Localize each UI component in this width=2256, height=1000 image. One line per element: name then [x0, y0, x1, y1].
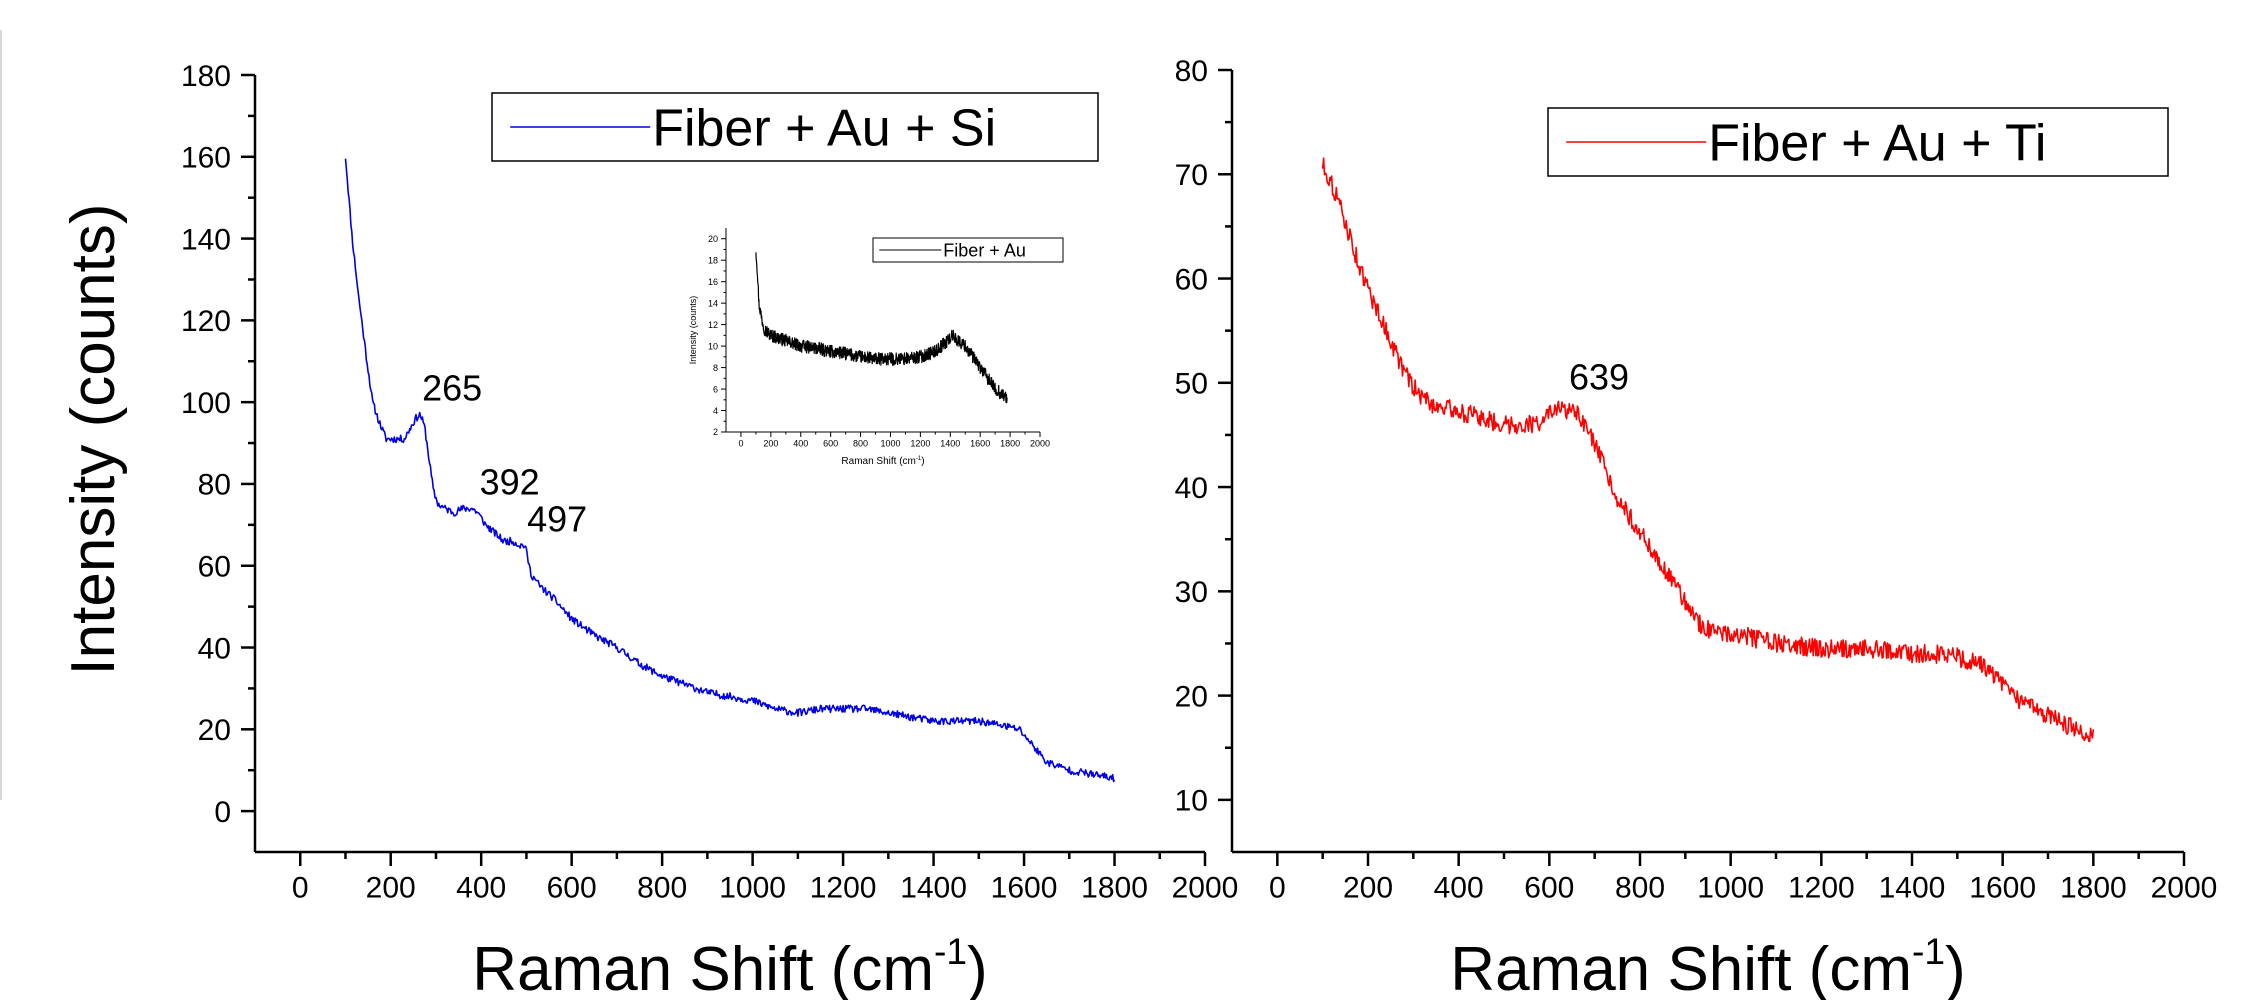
- inset-y-tick-label: 14: [708, 298, 718, 308]
- left-chart-y-tick-label: 100: [181, 387, 231, 420]
- inset-x-tick-label: 200: [763, 438, 778, 448]
- left-chart-y-tick-label: 60: [198, 551, 231, 584]
- left-chart-y-tick-label: 140: [181, 223, 231, 256]
- left-chart-x-tick-label: 1400: [900, 872, 967, 905]
- right-chart-y-tick-label: 70: [1175, 159, 1208, 192]
- inset-y-tick-label: 18: [708, 255, 718, 265]
- inset-x-axis-label: Raman Shift (cm-1): [841, 456, 924, 467]
- right-chart-x-tick-label: 400: [1434, 872, 1484, 905]
- right-chart-x-tick-label: 800: [1615, 872, 1665, 905]
- left-chart-peak-label: 392: [480, 461, 540, 502]
- inset-x-tick-label: 600: [823, 438, 838, 448]
- inset-y-tick-label: 12: [708, 320, 718, 330]
- right-chart-x-tick-label: 600: [1524, 872, 1574, 905]
- inset-x-tick-label: 1000: [880, 438, 900, 448]
- inset-x-tick-label: 1400: [940, 438, 960, 448]
- right-chart-series-line: [1321, 157, 2095, 743]
- left-chart-legend-label: Fiber + Au + Si: [652, 100, 996, 158]
- right-chart-x-tick-label: 2000: [2151, 872, 2218, 905]
- inset-x-tick-label: 400: [793, 438, 808, 448]
- inset-x-tick-label: 2000: [1030, 438, 1050, 448]
- left-chart-y-tick-label: 20: [198, 714, 231, 747]
- right-chart-legend-label: Fiber + Au + Ti: [1708, 115, 2046, 173]
- left-chart-x-tick-label: 2000: [1172, 872, 1239, 905]
- right-chart-y-tick-label: 20: [1175, 680, 1208, 713]
- left-chart-x-tick-label: 600: [547, 872, 597, 905]
- left-chart-x-tick-label: 0: [292, 872, 309, 905]
- left-chart-y-tick-label: 120: [181, 305, 231, 338]
- left-chart-peak-label: 497: [527, 498, 587, 539]
- left-chart-y-tick-label: 80: [198, 469, 231, 502]
- inset-x-tick-label: 1600: [970, 438, 990, 448]
- right-chart-y-tick-label: 40: [1175, 472, 1208, 505]
- left-chart-x-axis-label: Raman Shift (cm-1): [472, 930, 987, 1000]
- inset-y-tick-label: 16: [708, 277, 718, 287]
- right-chart-y-tick-label: 80: [1175, 55, 1208, 88]
- right-chart-x-axis-label: Raman Shift (cm-1): [1450, 930, 1965, 1000]
- right-chart-x-tick-label: 1000: [1697, 872, 1764, 905]
- inset-y-tick-label: 2: [713, 427, 718, 437]
- right-chart-y-tick-label: 10: [1175, 785, 1208, 818]
- left-chart-x-tick-label: 800: [637, 872, 687, 905]
- left-chart-series-line: [344, 158, 1116, 783]
- left-chart-peak-label: 265: [422, 367, 482, 408]
- left-edge-divider: [0, 30, 2, 800]
- left-chart-y-tick-label: 0: [214, 796, 231, 829]
- left-chart-x-tick-label: 1000: [719, 872, 786, 905]
- inset-y-tick-label: 6: [713, 384, 718, 394]
- left-chart-x-tick-label: 1800: [1081, 872, 1148, 905]
- inset-x-tick-label: 1200: [910, 438, 930, 448]
- right-chart-x-tick-label: 1600: [1969, 872, 2036, 905]
- right-chart-y-tick-label: 60: [1175, 263, 1208, 296]
- right-chart-x-tick-label: 1400: [1879, 872, 1946, 905]
- left-chart-y-axis-label: Intensity (counts): [59, 203, 128, 675]
- right-chart-x-tick-label: 1200: [1788, 872, 1855, 905]
- left-chart-x-tick-label: 1600: [991, 872, 1058, 905]
- inset-x-tick-label: 800: [853, 438, 868, 448]
- inset-y-tick-label: 4: [713, 406, 718, 416]
- left-chart-y-tick-label: 160: [181, 142, 231, 175]
- inset-y-axis-label: Intensity (counts): [688, 296, 698, 365]
- left-chart-y-tick-label: 180: [181, 60, 231, 93]
- inset-legend-label: Fiber + Au: [943, 240, 1026, 260]
- left-chart-y-tick-label: 40: [198, 632, 231, 665]
- inset-x-tick-label: 0: [738, 438, 743, 448]
- right-chart-x-tick-label: 200: [1343, 872, 1393, 905]
- right-chart-y-tick-label: 30: [1175, 576, 1208, 609]
- left-chart-x-tick-label: 400: [456, 872, 506, 905]
- right-chart-x-tick-label: 1800: [2060, 872, 2127, 905]
- left-chart-x-tick-label: 1200: [810, 872, 877, 905]
- inset-y-tick-label: 20: [708, 234, 718, 244]
- inset-x-tick-label: 1800: [1000, 438, 1020, 448]
- inset-series-line: [755, 252, 1008, 404]
- inset-y-tick-label: 8: [713, 363, 718, 373]
- right-chart-x-tick-label: 0: [1269, 872, 1286, 905]
- left-chart-x-tick-label: 200: [366, 872, 416, 905]
- inset-y-tick-label: 10: [708, 341, 718, 351]
- right-chart-y-tick-label: 50: [1175, 368, 1208, 401]
- right-chart-peak-label: 639: [1569, 357, 1629, 398]
